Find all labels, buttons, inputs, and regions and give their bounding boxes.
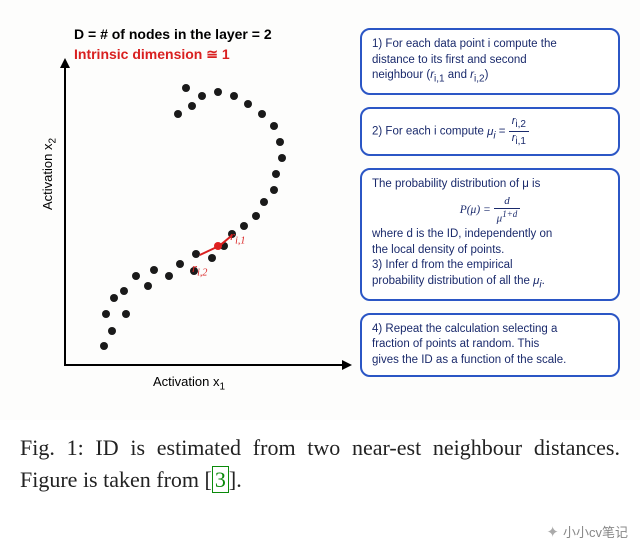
scatter-point [208, 254, 216, 262]
x-axis [64, 364, 344, 366]
scatter-point [132, 272, 140, 280]
algorithm-step-box: 4) Repeat the calculation selecting afra… [360, 313, 620, 378]
scatter-chart: D = # of nodes in the layer = 2 Intrinsi… [18, 10, 348, 410]
scatter-point [258, 110, 266, 118]
scatter-point [176, 260, 184, 268]
y-axis-arrow-icon [60, 58, 70, 68]
scatter-point [102, 310, 110, 318]
scatter-point [122, 310, 130, 318]
algorithm-step-box: 2) For each i compute μi = ri,2ri,1 [360, 107, 620, 156]
ylabel-sub: 2 [48, 138, 59, 144]
scatter-point [214, 88, 222, 96]
scatter-point [182, 84, 190, 92]
xlabel-sub: 1 [219, 382, 225, 393]
chart-title-line2: Intrinsic dimension ≅ 1 [74, 46, 230, 63]
scatter-point [270, 122, 278, 130]
scatter-point [110, 294, 118, 302]
chart-title-line1: D = # of nodes in the layer = 2 [74, 26, 272, 42]
scatter-point [174, 110, 182, 118]
scatter-point [144, 282, 152, 290]
caption-text: Fig. 1: ID is estimated from two near-es… [20, 435, 620, 492]
watermark-text: 小小cv笔记 [563, 522, 628, 541]
algorithm-step-box: 1) For each data point i compute thedist… [360, 28, 620, 95]
y-axis-label: Activation x2 [40, 138, 59, 210]
x-axis-label: Activation x1 [153, 374, 225, 393]
y-axis [64, 66, 66, 366]
algorithm-boxes: 1) For each data point i compute thedist… [360, 28, 620, 389]
scatter-point [188, 102, 196, 110]
scatter-point [278, 154, 286, 162]
scatter-point [276, 138, 284, 146]
distance-label: ri,1 [230, 228, 245, 247]
distance-label: ri,2 [192, 260, 207, 279]
scatter-point [230, 92, 238, 100]
scatter-point [100, 342, 108, 350]
watermark: ✦ 小小cv笔记 [546, 522, 628, 541]
scatter-point [198, 92, 206, 100]
x-axis-arrow-icon [342, 360, 352, 370]
plot-area: ri,1 ri,2 [64, 66, 344, 366]
caption-suffix: . [236, 467, 242, 492]
xlabel-text: Activation x [153, 374, 219, 389]
ylabel-text: Activation x [40, 144, 55, 210]
scatter-point [108, 327, 116, 335]
scatter-point [150, 266, 158, 274]
algorithm-step-box: The probability distribution of μ isP(μ)… [360, 168, 620, 301]
scatter-point [272, 170, 280, 178]
citation-link[interactable]: 3 [212, 466, 229, 493]
figure-caption: Fig. 1: ID is estimated from two near-es… [20, 432, 620, 496]
figure-panel: D = # of nodes in the layer = 2 Intrinsi… [0, 0, 640, 420]
watermark-icon: ✦ [546, 523, 559, 541]
scatter-point [244, 100, 252, 108]
scatter-point [260, 198, 268, 206]
scatter-point [252, 212, 260, 220]
scatter-point [270, 186, 278, 194]
scatter-point [120, 287, 128, 295]
scatter-point [165, 272, 173, 280]
